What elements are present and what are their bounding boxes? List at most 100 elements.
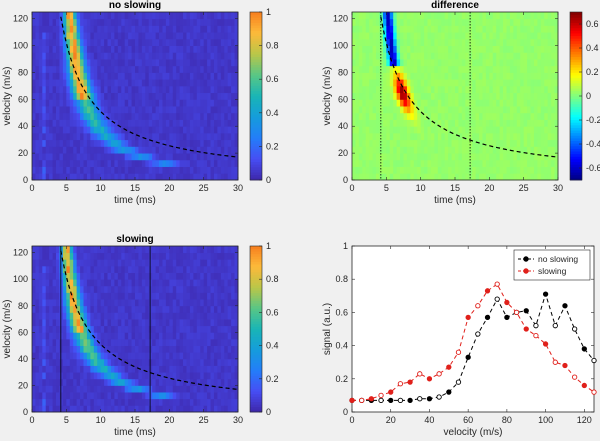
x-tick-label: 120 <box>577 415 592 425</box>
heatmap-cell <box>62 139 67 147</box>
heatmap-cell <box>382 32 387 40</box>
heatmap-cell <box>227 139 232 147</box>
heatmap-cell <box>83 132 88 141</box>
heatmap-cell <box>110 292 115 300</box>
heatmap-cell <box>117 279 122 287</box>
heatmap-cell <box>220 272 225 280</box>
colorbar-step <box>250 274 262 278</box>
heatmap-cell <box>176 338 181 346</box>
colorbar-step <box>250 135 262 139</box>
heatmap-cell <box>492 112 497 120</box>
heatmap-cell <box>66 299 71 307</box>
heatmap-cell <box>152 372 156 380</box>
heatmap-cell <box>69 378 74 386</box>
heatmap-cell <box>520 25 525 33</box>
heatmap-cell <box>42 92 47 100</box>
heatmap-cell <box>76 405 81 413</box>
heatmap-cell <box>73 45 78 53</box>
heatmap-cell <box>193 392 198 400</box>
heatmap-cell <box>410 38 415 46</box>
heatmap-cell <box>430 119 435 127</box>
heatmap-cell <box>121 72 126 80</box>
x-tick-label: 5 <box>64 415 69 425</box>
heatmap-cell <box>107 159 112 167</box>
heatmap-cell <box>38 119 43 127</box>
heatmap-cell <box>131 59 136 67</box>
y-tick-label: 0.8 <box>335 274 348 284</box>
colorbar-step <box>250 271 262 275</box>
heatmap-cell <box>193 173 198 181</box>
heatmap-cell <box>485 59 490 67</box>
heatmap-cell <box>117 352 122 360</box>
colorbar-tick-label: 0.6 <box>266 307 279 317</box>
heatmap-cell <box>472 119 476 127</box>
heatmap-cell <box>93 246 98 254</box>
heatmap-cells <box>32 12 239 181</box>
heatmap-cell <box>448 106 452 114</box>
heatmap-cell <box>128 166 132 174</box>
heatmap-cell <box>90 372 95 380</box>
heatmap-cell <box>231 345 235 353</box>
heatmap-cell <box>155 272 160 280</box>
heatmap-cell <box>80 398 84 406</box>
heatmap-cell <box>165 132 170 141</box>
heatmap-cell <box>90 126 95 134</box>
heatmap-cell <box>97 252 102 260</box>
heatmap-cell <box>540 112 545 120</box>
heatmap-cell <box>121 79 126 87</box>
heatmap-cell <box>451 72 456 80</box>
heatmap-cell <box>207 166 211 174</box>
heatmap-cell <box>104 38 108 46</box>
heatmap-cell <box>465 59 470 67</box>
heatmap-cell <box>475 166 480 174</box>
heatmap-cell <box>455 99 459 107</box>
heatmap-cell <box>485 159 490 167</box>
heatmap-cell <box>382 25 387 33</box>
heatmap-cell <box>207 392 211 400</box>
heatmap-cell <box>107 146 112 154</box>
colorbar-step <box>250 56 262 60</box>
data-point <box>378 397 384 404</box>
heatmap-cell <box>128 365 132 373</box>
heatmap-cell <box>217 365 222 373</box>
heatmap-cell <box>231 99 235 107</box>
heatmap-cell <box>410 25 415 33</box>
heatmap-cell <box>417 119 422 127</box>
heatmap-cell <box>406 119 411 127</box>
heatmap-cell <box>189 358 194 366</box>
colorbar: -0.6-0.4-0.200.20.40.6 <box>569 11 600 181</box>
heatmap-cell <box>172 18 177 26</box>
heatmap-cell <box>128 405 132 413</box>
heatmap-cell <box>200 38 205 46</box>
heatmap-cell <box>437 112 442 120</box>
heatmap-cell <box>56 325 60 333</box>
heatmap-cell <box>224 45 229 53</box>
heatmap-cell <box>62 352 67 360</box>
heatmap-cell <box>124 252 129 260</box>
heatmap-cell <box>42 345 47 353</box>
heatmap-cell <box>135 365 139 373</box>
heatmap-cell <box>66 279 71 287</box>
heatmap-cell <box>138 146 143 154</box>
heatmap-cell <box>485 139 490 147</box>
heatmap-cell <box>196 285 201 293</box>
heatmap-cell <box>86 166 91 174</box>
heatmap-cell <box>83 352 88 360</box>
heatmap-cell <box>506 173 511 181</box>
heatmap-cell <box>200 358 205 366</box>
heatmap-cell <box>369 18 373 26</box>
heatmap-cell <box>138 139 143 147</box>
heatmap-cell <box>86 305 91 313</box>
heatmap-cell <box>203 365 208 373</box>
heatmap-cell <box>83 65 88 73</box>
heatmap-cell <box>468 119 473 127</box>
heatmap-cell <box>93 372 98 380</box>
heatmap-cell <box>38 378 43 386</box>
heatmap-cell <box>49 332 53 340</box>
heatmap-cell <box>104 332 108 340</box>
heatmap-cell <box>448 12 452 20</box>
heatmap-cell <box>465 32 470 40</box>
heatmap-cell <box>83 52 88 60</box>
heatmap-cell <box>110 319 115 327</box>
heatmap-cell <box>179 119 184 127</box>
